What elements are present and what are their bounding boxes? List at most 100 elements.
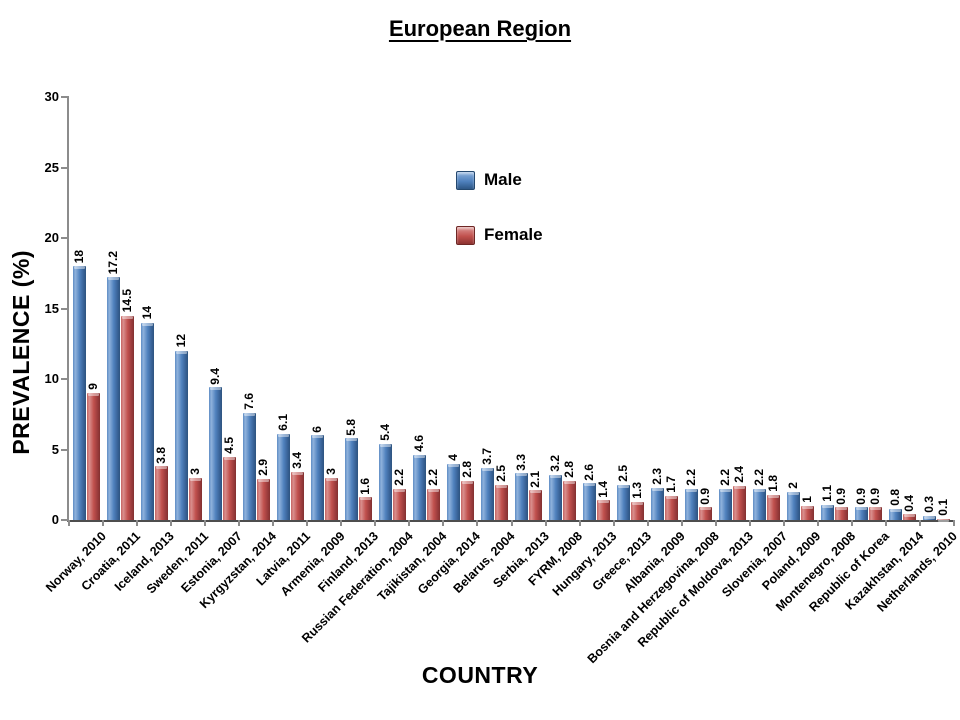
female-bar xyxy=(937,518,951,523)
female-value-label: 0.9 xyxy=(698,487,713,505)
chart-title-text: European Region xyxy=(388,16,572,41)
female-series-swatch-icon xyxy=(456,225,475,245)
x-axis-tick xyxy=(578,520,581,526)
female-bar xyxy=(426,488,440,520)
male-value-label: 2.6 xyxy=(582,463,597,481)
x-axis-tick xyxy=(408,520,411,526)
female-value-label: 2.8 xyxy=(459,460,474,478)
male-bar xyxy=(344,438,358,520)
male-bar xyxy=(378,443,392,520)
x-axis-tick xyxy=(748,520,751,526)
x-axis-tick xyxy=(102,520,105,526)
x-axis-tick xyxy=(884,520,887,526)
female-bar xyxy=(665,496,679,520)
male-value-label: 2.2 xyxy=(718,469,733,486)
female-bar xyxy=(256,479,270,520)
male-value-label: 7.6 xyxy=(241,393,256,410)
male-value-label: 5.8 xyxy=(343,418,358,436)
female-value-label: 0.1 xyxy=(936,498,951,516)
female-bar xyxy=(869,507,883,520)
male-bar xyxy=(787,491,801,520)
male-bar xyxy=(583,483,597,520)
male-bar xyxy=(651,487,665,520)
female-bar xyxy=(494,484,508,520)
y-tick-label: 5 xyxy=(51,441,59,457)
male-bar xyxy=(549,474,563,520)
male-value-label: 3.7 xyxy=(479,448,494,465)
x-axis-tick xyxy=(544,520,547,526)
male-value-label: 14 xyxy=(139,306,154,320)
legend-item-male: Male xyxy=(456,168,543,192)
plot-area: 0 5 10 15 20 25 30 18 9 Norway, 2010 17.2 14.5 Croat… xyxy=(43,89,960,666)
male-bar xyxy=(276,434,290,520)
male-bar xyxy=(617,484,631,520)
x-axis-tick xyxy=(680,520,683,526)
female-bar xyxy=(460,480,474,520)
male-bar xyxy=(685,488,699,520)
female-value-label: 0.9 xyxy=(868,487,883,505)
male-value-label: 6.1 xyxy=(275,414,290,431)
x-axis-tick xyxy=(374,520,377,526)
y-axis-tick xyxy=(61,166,69,169)
female-value-label: 2.9 xyxy=(255,459,270,477)
male-bar xyxy=(208,387,222,520)
legend-item-female: Female xyxy=(456,223,543,247)
x-axis-tick xyxy=(510,520,513,526)
female-value-label: 1.3 xyxy=(630,481,645,499)
y-axis-tick xyxy=(61,237,69,239)
female-bar xyxy=(699,507,713,520)
male-value-label: 17.2 xyxy=(105,251,120,275)
female-value-label: 1.6 xyxy=(357,477,372,495)
legend-label-male: Male xyxy=(484,170,522,189)
female-value-label: 3 xyxy=(323,468,338,475)
y-axis-tick xyxy=(61,378,69,380)
male-bar xyxy=(140,322,154,520)
female-bar xyxy=(392,488,406,520)
x-axis-tick xyxy=(306,520,309,526)
x-axis-tick xyxy=(953,520,955,526)
female-value-label: 0.4 xyxy=(902,494,917,512)
female-value-label: 3.8 xyxy=(153,446,168,464)
female-value-label: 9 xyxy=(85,383,100,391)
x-axis-tick xyxy=(136,520,139,526)
y-axis-tick xyxy=(61,307,69,310)
female-bar xyxy=(86,393,100,520)
male-bar xyxy=(889,508,903,520)
male-bar xyxy=(174,350,188,520)
x-axis-tick xyxy=(918,520,921,526)
female-value-label: 2.2 xyxy=(425,469,440,486)
y-axis-tick xyxy=(61,96,69,98)
male-value-label: 2.5 xyxy=(616,465,631,482)
female-value-label: 0.9 xyxy=(834,487,849,505)
y-tick-label: 30 xyxy=(44,89,59,104)
x-axis-tick xyxy=(68,520,70,526)
female-bar xyxy=(358,497,372,520)
female-bar xyxy=(733,486,747,520)
male-bar xyxy=(412,455,426,520)
x-axis-tick xyxy=(272,520,275,526)
x-axis-tick xyxy=(476,520,479,526)
x-axis-tick xyxy=(850,520,853,526)
female-value-label: 2.4 xyxy=(732,466,747,484)
x-axis-tick xyxy=(340,520,343,526)
x-axis-tick xyxy=(714,520,717,526)
y-tick-label: 20 xyxy=(44,230,59,245)
female-bar xyxy=(188,477,202,520)
x-axis-tick xyxy=(238,520,241,526)
female-bar xyxy=(529,490,543,520)
female-value-label: 2.8 xyxy=(562,460,577,478)
y-tick-label: 25 xyxy=(44,159,59,175)
female-value-label: 2.5 xyxy=(493,465,508,482)
male-bar xyxy=(480,467,494,520)
female-bar xyxy=(154,466,168,520)
male-bar xyxy=(753,488,767,520)
male-bar xyxy=(855,507,869,520)
male-bar xyxy=(310,435,324,520)
x-axis-tick xyxy=(204,520,207,526)
male-value-label: 2.3 xyxy=(650,467,665,485)
legend: Male Female xyxy=(456,168,543,278)
legend-label-female: Female xyxy=(484,225,543,244)
chart-title: European Region xyxy=(0,16,960,42)
male-value-label: 3.2 xyxy=(548,455,563,472)
female-bar xyxy=(903,514,917,520)
